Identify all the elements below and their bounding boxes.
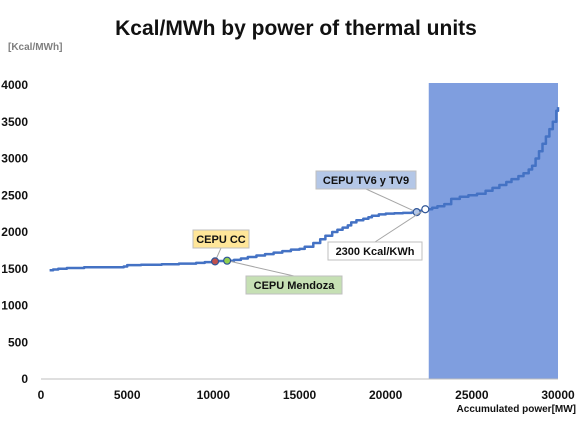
annotation-label: CEPU CC [196, 234, 246, 246]
x-tick-label: 0 [38, 388, 45, 402]
x-tick-label: 5000 [114, 388, 141, 402]
annotation-connector [365, 188, 417, 213]
y-tick-label: 0 [21, 372, 28, 386]
highlight-region [428, 83, 558, 379]
y-tick-label: 2500 [1, 188, 28, 202]
y-tick-label: 3500 [1, 115, 28, 129]
annotation-marker [421, 205, 430, 214]
annotation-box [192, 229, 250, 249]
annotation-label: 2300 Kcal/KWh [336, 246, 415, 258]
y-tick-label: 4000 [1, 78, 28, 92]
x-axis-label: Accumulated power[MW] [457, 404, 576, 415]
y-axis-unit-label: [Kcal/MWh] [8, 42, 62, 53]
x-tick-label: 15000 [283, 388, 317, 402]
y-tick-label: 3000 [1, 152, 28, 166]
annotation-connector [374, 208, 426, 243]
y-tick-label: 2000 [1, 225, 28, 239]
annotation-marker [223, 256, 232, 265]
series-line [49, 107, 560, 272]
annotation-label: CEPU TV6 y TV9 [323, 175, 409, 187]
x-tick-label: 25000 [455, 388, 489, 402]
x-tick-label: 30000 [541, 388, 575, 402]
x-tick-label: 20000 [369, 388, 403, 402]
annotation-box [315, 170, 417, 190]
x-tick-label: 10000 [197, 388, 231, 402]
y-tick-label: 1500 [1, 262, 28, 276]
chart-title: Kcal/MWh by power of thermal units [115, 17, 477, 40]
annotation-box [327, 241, 423, 261]
annotation-connector [227, 260, 295, 277]
y-tick-label: 500 [8, 335, 28, 349]
annotation-label: CEPU Mendoza [254, 280, 336, 292]
annotation-marker [210, 257, 220, 266]
y-tick-label: 1000 [1, 299, 28, 313]
annotation-box [245, 275, 343, 295]
